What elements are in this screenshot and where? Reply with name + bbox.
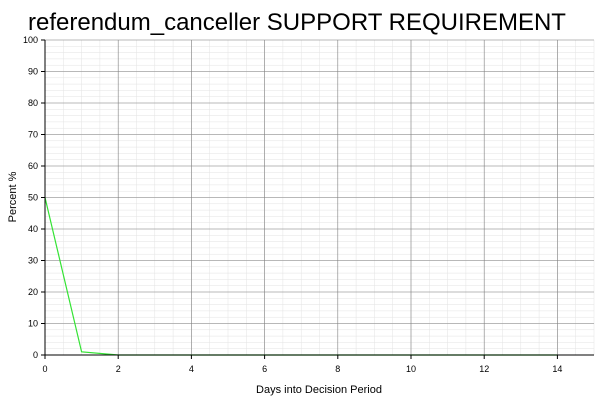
x-axis-label: Days into Decision Period [256,384,382,396]
major-grid [44,39,594,356]
x-tick-labels: 0 2 4 6 8 10 12 14 [42,355,562,374]
x-tick-label: 8 [335,364,340,374]
y-tick-label: 60 [28,161,38,171]
y-tick-label: 0 [33,350,38,360]
x-tick-label: 6 [262,364,267,374]
x-tick-label: 10 [406,364,416,374]
y-tick-label: 70 [28,130,38,140]
x-tick-label: 4 [189,364,194,374]
y-tick-label: 10 [28,319,38,329]
y-tick-label: 20 [28,287,38,297]
y-tick-label: 30 [28,256,38,266]
y-tick-label: 90 [28,67,38,77]
x-tick-label: 14 [552,364,562,374]
x-tick-label: 12 [479,364,489,374]
x-tick-label: 0 [42,364,47,374]
y-axis-label: Percent % [7,171,19,222]
y-tick-label: 50 [28,193,38,203]
y-tick-label: 40 [28,224,38,234]
y-tick-labels: 0 10 20 30 40 50 60 70 80 90 100 [23,35,45,360]
chart-title: referendum_canceller SUPPORT REQUIREMENT [28,9,566,36]
y-tick-label: 100 [23,35,38,45]
x-tick-label: 2 [116,364,121,374]
y-tick-label: 80 [28,98,38,108]
